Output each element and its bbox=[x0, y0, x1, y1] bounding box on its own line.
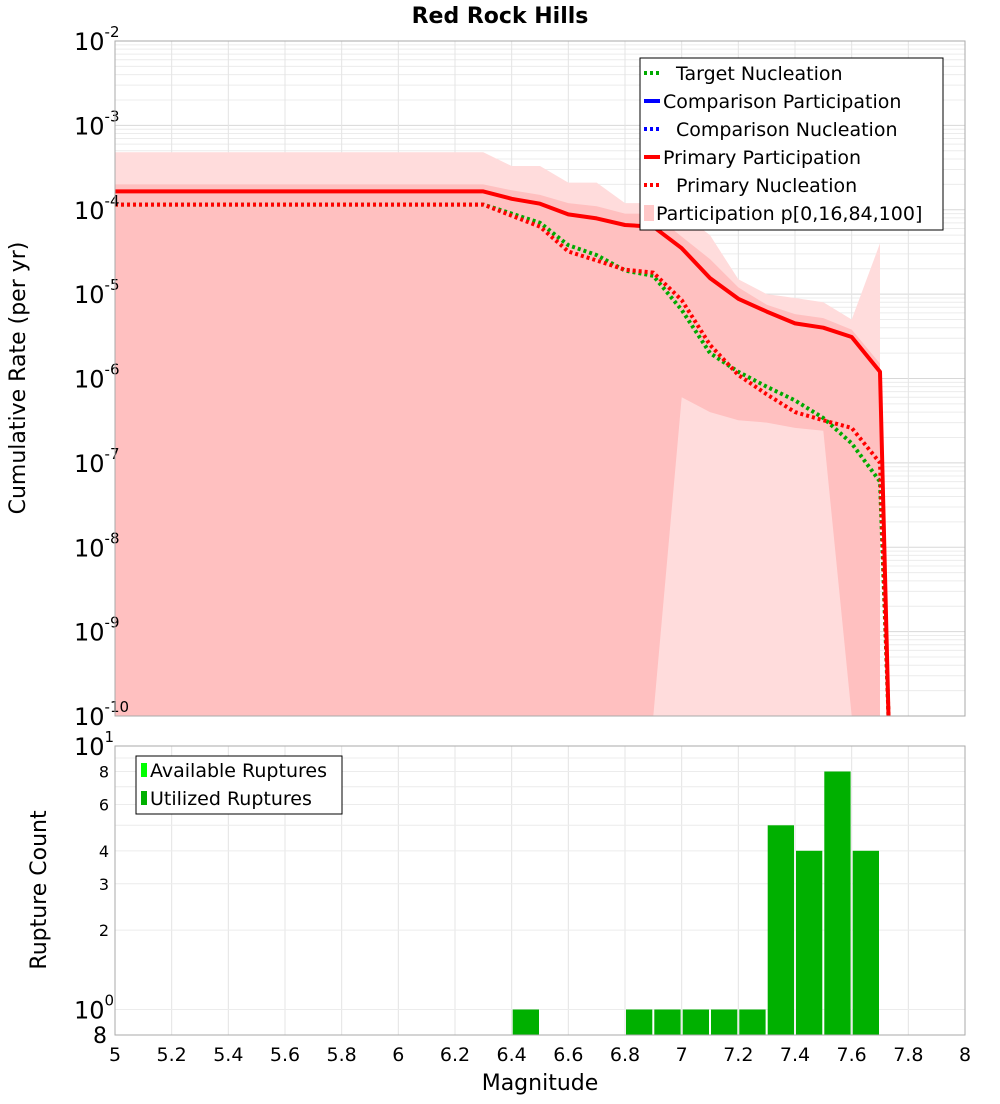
y-tick-label: 10-3 bbox=[74, 107, 120, 140]
rate-plot-border bbox=[114, 40, 966, 717]
chart-title: Red Rock Hills bbox=[412, 4, 589, 29]
rupture-bar bbox=[824, 771, 851, 1035]
series-line-primary-participation bbox=[115, 189, 891, 717]
legend-entry-label: Participation p[0,16,84,100] bbox=[656, 203, 922, 225]
rupture-count-bars bbox=[512, 771, 879, 1035]
y-tick-label: 101 bbox=[74, 728, 114, 761]
x-tick-label: 8 bbox=[959, 1044, 971, 1066]
legend-entry-label: Comparison Nucleation bbox=[676, 119, 898, 141]
y-tick-label: 6 bbox=[99, 795, 109, 814]
y-tick-label: 10-2 bbox=[74, 23, 120, 56]
rupture-count-ylabel: Rupture Count bbox=[27, 810, 52, 970]
y-tick-label: 10-9 bbox=[74, 614, 120, 647]
magnitude-xlabel: Magnitude bbox=[482, 1071, 599, 1096]
rupture-bar bbox=[682, 1009, 709, 1035]
y-tick-label: 3 bbox=[99, 875, 109, 894]
legend-entry-label: Comparison Participation bbox=[663, 91, 901, 113]
y-tick-label: 10-8 bbox=[74, 529, 120, 562]
x-tick-label: 6.8 bbox=[610, 1044, 640, 1066]
rate-plot-legend-box bbox=[639, 57, 944, 231]
y-tick-label: 10-5 bbox=[74, 276, 120, 309]
x-tick-label: 5.6 bbox=[270, 1044, 300, 1066]
legend-swatch bbox=[141, 791, 147, 805]
rupture-count-legend-box bbox=[135, 755, 343, 815]
x-tick-label: 5 bbox=[109, 1044, 121, 1066]
rupture-count-plot-border bbox=[114, 745, 966, 1036]
rupture-bar bbox=[852, 850, 879, 1035]
rate-plot-y-ticks: 10-10 10-9 10-8 10-7 10-6 10-5 10-4 10-3 10-2 bbox=[74, 23, 129, 731]
y-tick-label: 2 bbox=[99, 921, 109, 940]
y-tick-label: 8 bbox=[99, 763, 109, 782]
series-line-primary-nucleation bbox=[115, 202, 891, 717]
y-tick-label: 10-6 bbox=[74, 361, 120, 394]
series-line-target-nucleation bbox=[115, 202, 891, 717]
x-tick-label: 5.4 bbox=[213, 1044, 243, 1066]
legend-entry-label: Target Nucleation bbox=[675, 63, 843, 85]
legend-entry-label: Primary Nucleation bbox=[676, 175, 857, 197]
x-tick-label: 7 bbox=[676, 1044, 688, 1066]
legend-entry-label: Primary Participation bbox=[663, 147, 861, 169]
participation-band bbox=[115, 184, 880, 716]
y-tick-label: 10-4 bbox=[74, 192, 120, 225]
y-tick-label: 10-7 bbox=[74, 445, 120, 478]
rupture-bar bbox=[512, 1009, 539, 1035]
y-tick-label: 10-10 bbox=[74, 698, 129, 731]
x-tick-label: 5.8 bbox=[327, 1044, 357, 1066]
x-tick-label: 6 bbox=[392, 1044, 404, 1066]
x-tick-label: 7.6 bbox=[837, 1044, 867, 1066]
rupture-count-legend: Available Ruptures Utilized Ruptures bbox=[135, 755, 343, 815]
x-tick-label: 7.8 bbox=[893, 1044, 923, 1066]
x-tick-label: 7.2 bbox=[723, 1044, 753, 1066]
rate-plot-lines bbox=[115, 189, 891, 717]
legend-entry-label: Available Ruptures bbox=[150, 760, 327, 782]
rupture-bar bbox=[654, 1009, 681, 1035]
rupture-bar bbox=[626, 1009, 653, 1035]
rate-plot-legend: Target Nucleation Comparison Participatio… bbox=[639, 57, 944, 231]
x-tick-label: 6.4 bbox=[497, 1044, 527, 1066]
legend-entry-label: Utilized Ruptures bbox=[150, 788, 312, 810]
rupture-bar bbox=[767, 825, 794, 1035]
y-tick-label: 4 bbox=[99, 842, 109, 861]
legend-swatch bbox=[141, 763, 147, 777]
x-tick-label: 7.4 bbox=[780, 1044, 810, 1066]
rupture-bar bbox=[739, 1009, 766, 1035]
rate-plot-ylabel: Cumulative Rate (per yr) bbox=[6, 242, 31, 515]
legend-swatch bbox=[644, 205, 654, 221]
x-tick-label: 6.2 bbox=[440, 1044, 470, 1066]
rupture-count-x-ticks: 5 5.2 5.4 5.6 5.8 6 6.2 6.4 6.6 6.8 7 7.2 7.4 7.6 7.8 8 bbox=[109, 1044, 971, 1066]
rupture-bar bbox=[796, 850, 823, 1035]
y-tick-label: 8 bbox=[93, 1024, 107, 1049]
x-tick-label: 5.2 bbox=[157, 1044, 187, 1066]
rate-plot-bands bbox=[115, 152, 880, 717]
y-tick-label: 100 bbox=[74, 991, 114, 1024]
x-tick-label: 6.6 bbox=[553, 1044, 583, 1066]
rupture-bar bbox=[711, 1009, 738, 1035]
